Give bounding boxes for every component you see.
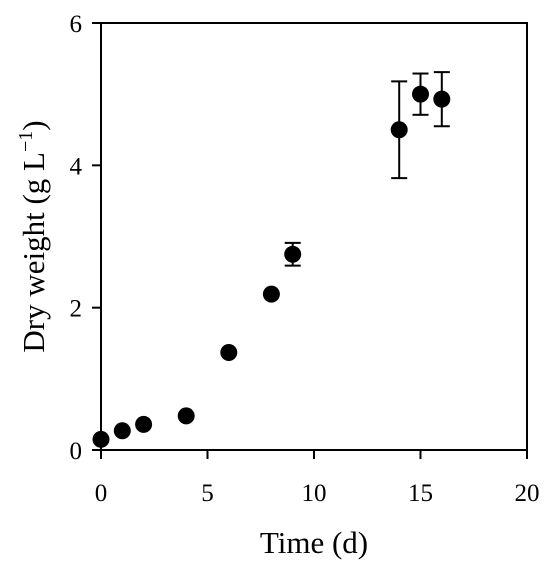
x-tick-label: 0 bbox=[95, 480, 108, 507]
data-points bbox=[92, 71, 451, 448]
y-axis-title-close: ) bbox=[16, 120, 51, 130]
y-tick-label: 6 bbox=[70, 11, 83, 38]
y-tick-label: 4 bbox=[70, 153, 83, 180]
y-axis-title: Dry weight (g L−1) bbox=[15, 120, 51, 352]
data-point bbox=[135, 415, 153, 433]
x-tick-label: 15 bbox=[408, 480, 433, 507]
data-point bbox=[113, 422, 131, 440]
data-point bbox=[262, 285, 280, 303]
x-tick-label: 10 bbox=[302, 480, 327, 507]
y-axis-ticks: 0 2 4 6 bbox=[70, 11, 101, 465]
data-point bbox=[177, 407, 195, 425]
data-point bbox=[220, 344, 238, 362]
y-axis-title-main: Dry weight (g L bbox=[16, 152, 51, 353]
data-point bbox=[433, 90, 451, 108]
x-axis-title: Time (d) bbox=[260, 525, 368, 560]
x-tick-label: 20 bbox=[515, 480, 540, 507]
plot-frame bbox=[100, 22, 528, 451]
y-tick-label: 2 bbox=[70, 296, 83, 323]
x-tick-label: 5 bbox=[201, 480, 214, 507]
y-tick-label: 0 bbox=[70, 438, 83, 465]
data-point bbox=[92, 430, 110, 448]
data-point bbox=[390, 121, 408, 139]
data-point bbox=[284, 245, 302, 263]
x-axis-ticks: 0 5 10 15 20 bbox=[95, 450, 540, 507]
y-axis-title-exponent: −1 bbox=[15, 131, 37, 152]
data-point bbox=[412, 85, 429, 103]
